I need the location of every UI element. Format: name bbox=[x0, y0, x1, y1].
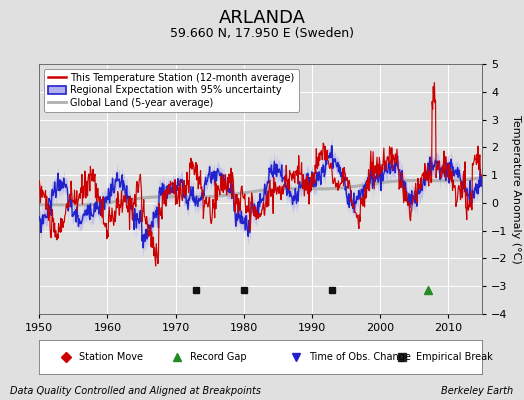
Text: 59.660 N, 17.950 E (Sweden): 59.660 N, 17.950 E (Sweden) bbox=[170, 28, 354, 40]
Text: Empirical Break: Empirical Break bbox=[416, 352, 493, 362]
Y-axis label: Temperature Anomaly (°C): Temperature Anomaly (°C) bbox=[511, 115, 521, 263]
Text: Data Quality Controlled and Aligned at Breakpoints: Data Quality Controlled and Aligned at B… bbox=[10, 386, 261, 396]
Text: ARLANDA: ARLANDA bbox=[219, 9, 305, 27]
Legend: This Temperature Station (12-month average), Regional Expectation with 95% uncer: This Temperature Station (12-month avera… bbox=[44, 69, 299, 112]
Text: Record Gap: Record Gap bbox=[190, 352, 246, 362]
Text: Station Move: Station Move bbox=[79, 352, 143, 362]
Text: Berkeley Earth: Berkeley Earth bbox=[441, 386, 514, 396]
Text: Time of Obs. Change: Time of Obs. Change bbox=[309, 352, 411, 362]
